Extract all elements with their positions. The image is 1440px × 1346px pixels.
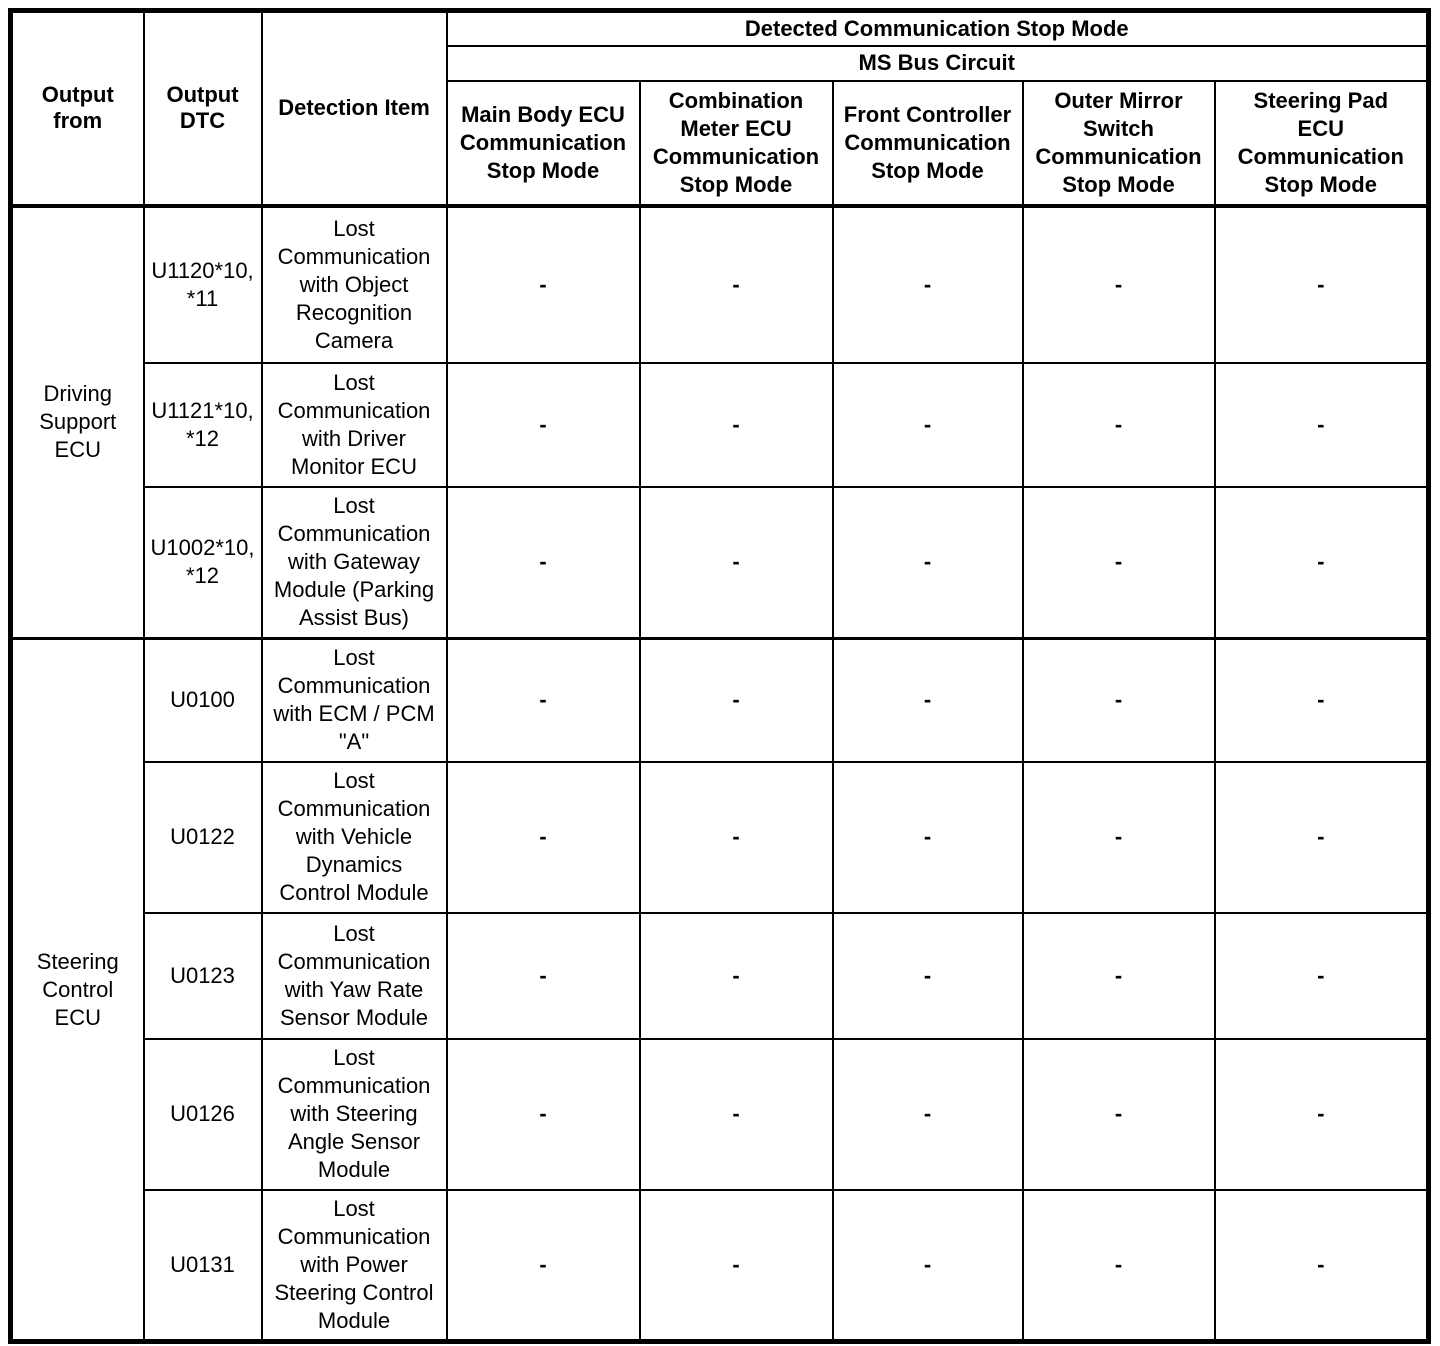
stop-mode-value-cell: - — [831, 911, 1024, 1040]
header-ms-bus-circuit: MS Bus Circuit — [445, 44, 1430, 82]
stop-mode-value-cell: - — [1021, 1188, 1216, 1343]
header-detection-item: Detection Item — [260, 9, 448, 207]
stop-mode-value-cell: - — [831, 760, 1024, 914]
stop-mode-value-cell: - — [445, 637, 641, 763]
detection-item-cell: Lost Communication with Object Recogniti… — [260, 203, 448, 364]
stop-mode-value-cell: - — [1021, 361, 1216, 488]
stop-mode-value-cell: - — [1021, 637, 1216, 763]
dtc-cell: U0126 — [142, 1037, 263, 1191]
stop-mode-value-cell: - — [445, 1188, 641, 1343]
table-row: U0126 Lost Communication with Steering A… — [11, 1037, 1430, 1191]
stop-mode-value-cell: - — [1021, 203, 1216, 364]
stop-mode-value-cell: - — [831, 637, 1024, 763]
stop-mode-value-cell: - — [445, 1037, 641, 1191]
table-row: U0122 Lost Communication with Vehicle Dy… — [11, 760, 1430, 914]
stop-mode-value-cell: - — [445, 760, 641, 914]
detection-item-cell: Lost Communication with Yaw Rate Sensor … — [260, 911, 448, 1040]
stop-mode-value-cell: - — [1021, 1037, 1216, 1191]
stop-mode-value-cell: - — [638, 760, 834, 914]
header-combination-meter-ecu: Combination Meter ECU Communication Stop… — [638, 79, 834, 207]
stop-mode-value-cell: - — [638, 1037, 834, 1191]
stop-mode-value-cell: - — [638, 911, 834, 1040]
header-main-body-ecu: Main Body ECU Communication Stop Mode — [445, 79, 641, 207]
table-row: U0131 Lost Communication with Power Stee… — [11, 1188, 1430, 1343]
group-cell-steering-control-ecu: Steering Control ECU — [9, 637, 145, 1343]
stop-mode-value-cell: - — [638, 485, 834, 640]
stop-mode-value-cell: - — [638, 637, 834, 763]
dtc-cell: U1002*10, *12 — [142, 485, 263, 640]
stop-mode-value-cell: - — [831, 1037, 1024, 1191]
stop-mode-value-cell: - — [445, 485, 641, 640]
stop-mode-value-cell: - — [831, 1188, 1024, 1343]
stop-mode-value-cell: - — [1213, 1188, 1430, 1343]
stop-mode-value-cell: - — [1213, 637, 1430, 763]
dtc-cell: U0123 — [142, 911, 263, 1040]
detection-item-cell: Lost Communication with ECM / PCM "A" — [260, 637, 448, 763]
table-row: U1121*10, *12 Lost Communication with Dr… — [11, 361, 1430, 488]
stop-mode-value-cell: - — [1021, 760, 1216, 914]
stop-mode-value-cell: - — [1213, 485, 1430, 640]
stop-mode-value-cell: - — [831, 203, 1024, 364]
stop-mode-value-cell: - — [1021, 911, 1216, 1040]
stop-mode-value-cell: - — [638, 203, 834, 364]
detection-item-cell: Lost Communication with Vehicle Dynamics… — [260, 760, 448, 914]
stop-mode-value-cell: - — [638, 361, 834, 488]
table-row: Steering Control ECU U0100 Lost Communic… — [9, 637, 1430, 1343]
stop-mode-value-cell: - — [445, 203, 641, 364]
stop-mode-value-cell: - — [1213, 1037, 1430, 1191]
header-detected-communication-stop-mode: Detected Communication Stop Mode — [445, 9, 1430, 47]
dtc-cell: U0122 — [142, 760, 263, 914]
header-output-dtc: Output DTC — [142, 9, 263, 207]
detection-item-cell: Lost Communication with Gateway Module (… — [260, 485, 448, 640]
stop-mode-value-cell: - — [1021, 485, 1216, 640]
dtc-cell: U1121*10, *12 — [142, 361, 263, 488]
table-row: U0123 Lost Communication with Yaw Rate S… — [11, 911, 1430, 1040]
detection-item-cell: Lost Communication with Power Steering C… — [260, 1188, 448, 1343]
header-steering-pad-ecu: Steering Pad ECU Communication Stop Mode — [1213, 79, 1430, 207]
detection-item-cell: Lost Communication with Steering Angle S… — [260, 1037, 448, 1191]
group-cell-driving-support-ecu: Driving Support ECU — [9, 203, 145, 640]
table-row: Driving Support ECU U1120*10, *11 Lost C… — [9, 203, 1430, 640]
stop-mode-value-cell: - — [1213, 911, 1430, 1040]
stop-mode-value-cell: - — [1213, 203, 1430, 364]
dtc-cell: U1120*10, *11 — [142, 203, 263, 364]
header-front-controller: Front Controller Communication Stop Mode — [831, 79, 1024, 207]
header-output-from: Output from — [9, 9, 145, 207]
stop-mode-value-cell: - — [445, 361, 641, 488]
header-outer-mirror-switch: Outer Mirror Switch Communication Stop M… — [1021, 79, 1216, 207]
communication-stop-mode-table: Output from Output DTC Detection Item De… — [8, 8, 1432, 1344]
dtc-cell: U0131 — [142, 1188, 263, 1343]
stop-mode-value-cell: - — [1213, 760, 1430, 914]
dtc-cell: U0100 — [142, 637, 263, 763]
stop-mode-value-cell: - — [831, 361, 1024, 488]
stop-mode-value-cell: - — [1213, 361, 1430, 488]
table-row: U1002*10, *12 Lost Communication with Ga… — [11, 485, 1430, 640]
stop-mode-value-cell: - — [445, 911, 641, 1040]
stop-mode-value-cell: - — [831, 485, 1024, 640]
detection-item-cell: Lost Communication with Driver Monitor E… — [260, 361, 448, 488]
stop-mode-value-cell: - — [638, 1188, 834, 1343]
